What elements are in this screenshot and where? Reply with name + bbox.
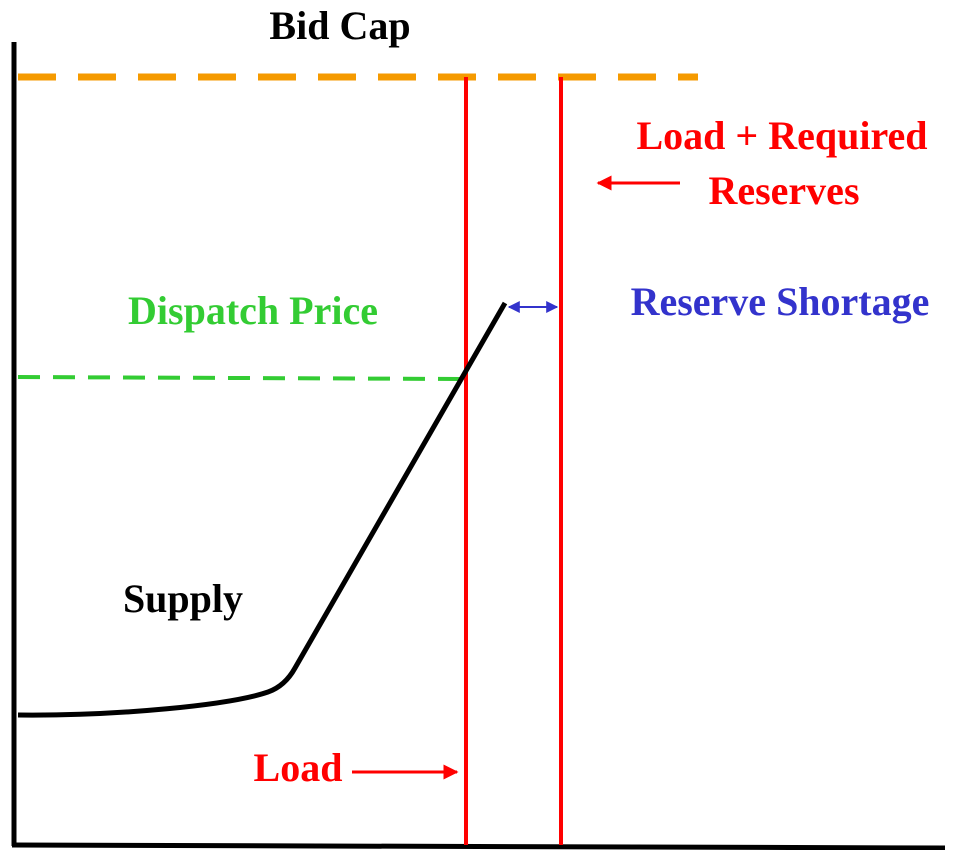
supply-label: Supply: [123, 576, 243, 621]
reserve-shortage-label: Reserve Shortage: [631, 279, 930, 324]
supply-curve: [17, 301, 508, 718]
load-label: Load: [254, 745, 343, 790]
bid-cap-label: Bid Cap: [269, 3, 410, 48]
reserves-label: Reserves: [708, 168, 859, 213]
load-required-label: Load + Required: [637, 113, 928, 158]
x-axis: [11, 842, 946, 851]
dispatch-price-label: Dispatch Price: [128, 288, 378, 333]
dispatch-price-line: [17, 375, 466, 381]
